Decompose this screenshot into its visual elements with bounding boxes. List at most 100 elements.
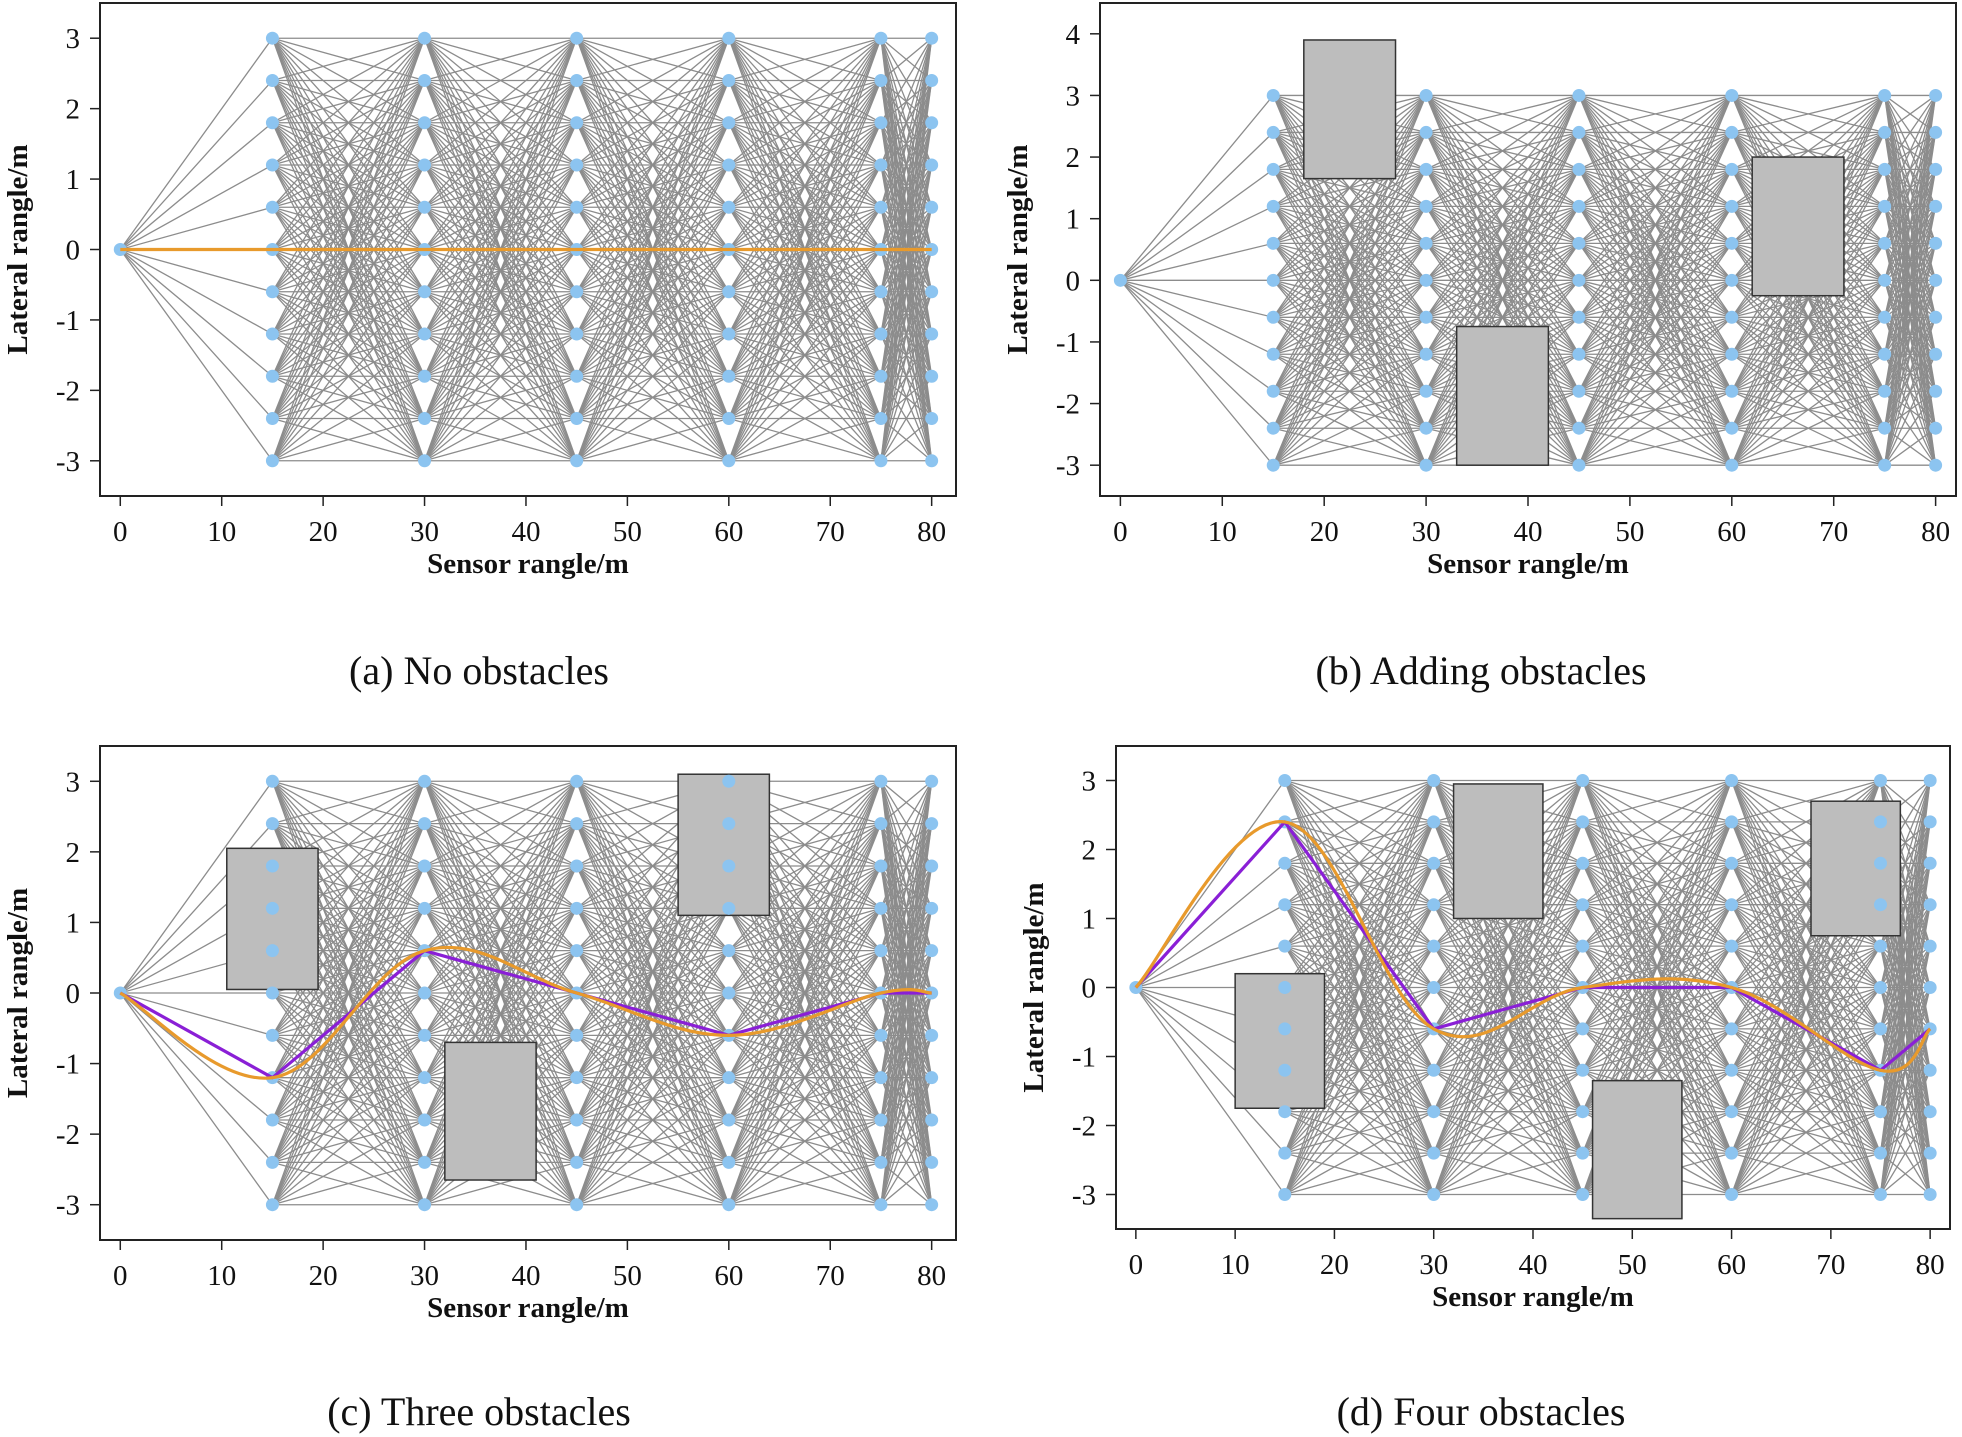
graph-node — [722, 986, 736, 1000]
graph-edge — [880, 781, 933, 951]
graph-edge — [576, 1077, 730, 1206]
graph-node — [1427, 1063, 1441, 1077]
graph-node — [874, 454, 888, 468]
graph-edge — [880, 823, 933, 1205]
graph-node — [1923, 1188, 1937, 1201]
graph-edge — [424, 249, 578, 462]
smoothed-path-line — [1134, 820, 1932, 1073]
x-tick-label: 40 — [511, 516, 540, 548]
x-tick-label: 80 — [917, 1260, 946, 1292]
graph-edge — [1425, 95, 1580, 355]
graph-edge — [1578, 206, 1733, 466]
graph-edge — [880, 38, 933, 335]
graph-node — [1427, 981, 1441, 994]
graph-node — [1923, 898, 1937, 912]
graph-edge — [728, 780, 882, 994]
graph-edge — [1578, 94, 1733, 207]
graph-edge — [424, 780, 577, 825]
graph-node — [722, 1071, 736, 1085]
graph-edge — [1884, 94, 1937, 133]
graph-edge — [728, 249, 882, 462]
graph-edge — [1119, 279, 1274, 466]
graph-node — [925, 116, 939, 130]
graph-node — [1878, 162, 1892, 176]
graph-edge — [1731, 987, 1882, 1195]
graph-edge — [880, 418, 933, 462]
x-tick-label: 10 — [207, 1260, 236, 1292]
graph-edge — [728, 80, 882, 462]
x-tick-label: 30 — [410, 516, 439, 548]
graph-node — [874, 285, 888, 299]
graph-node — [874, 327, 888, 341]
x-tick-label: 20 — [309, 1260, 338, 1292]
graph-edge — [728, 37, 882, 82]
graph-edge — [1731, 945, 1882, 1195]
graph-node — [1572, 310, 1586, 324]
graph-edge — [271, 80, 426, 462]
graph-node — [570, 285, 584, 299]
x-tick-label: 70 — [816, 1260, 845, 1292]
graph-node — [722, 116, 736, 130]
graph-node — [1278, 1063, 1292, 1077]
x-tick-label: 70 — [816, 516, 845, 548]
graph-edge — [423, 37, 578, 419]
obstacle — [1591, 1079, 1683, 1220]
graph-edge — [1433, 1028, 1584, 1195]
x-tick-label: 0 — [1129, 1249, 1144, 1281]
graph-edge — [271, 1034, 426, 1206]
graph-edge — [1284, 780, 1435, 988]
graph-node — [1278, 898, 1292, 912]
graph-node — [1419, 88, 1433, 102]
graph-edge — [1578, 390, 1733, 466]
x-tick-label: 50 — [613, 516, 642, 548]
graph-node — [265, 859, 279, 873]
y-axis-label: Lateral rangle/m — [1002, 144, 1034, 354]
graph-node — [570, 327, 584, 341]
graph-node — [1929, 458, 1943, 472]
graph-node — [1576, 898, 1590, 912]
graph-node — [1929, 384, 1943, 398]
y-tick-label: -1 — [56, 305, 80, 337]
graph-node — [1874, 898, 1887, 912]
graph-node — [1266, 199, 1280, 213]
y-tick-label: -3 — [56, 1190, 80, 1222]
y-tick-label: 0 — [66, 978, 81, 1010]
graph-node — [722, 1198, 736, 1212]
graph-edge — [880, 38, 933, 419]
graph-edge — [272, 375, 425, 462]
graph-edge — [1884, 95, 1937, 281]
graph-edge — [1272, 132, 1427, 466]
graph-edge — [1731, 427, 1885, 466]
graph-edge — [1879, 1028, 1931, 1195]
x-tick-label: 20 — [1320, 1249, 1349, 1281]
graph-edge — [423, 122, 578, 462]
graph-node — [418, 285, 432, 299]
graph-edge — [1884, 243, 1937, 466]
graph-node — [1725, 273, 1739, 287]
graph-edge — [880, 781, 933, 909]
graph-node — [1878, 236, 1892, 250]
graph-node — [1266, 421, 1280, 435]
x-tick-label: 40 — [511, 1260, 540, 1292]
graph-edge — [1272, 169, 1427, 466]
graph-node — [722, 454, 736, 468]
graph-edge — [728, 37, 882, 377]
graph-node — [1725, 1188, 1739, 1201]
graph-edge — [1272, 95, 1427, 318]
graph-edge — [272, 333, 425, 462]
graph-node — [570, 412, 584, 426]
graph-edge — [424, 780, 578, 909]
graph-edge — [576, 37, 730, 335]
graph-edge — [1879, 987, 1931, 1195]
graph-edge — [880, 781, 933, 1121]
graph-edge — [1272, 206, 1427, 466]
graph-node — [1923, 1146, 1937, 1160]
graph-node — [265, 158, 279, 172]
graph-edge — [1879, 945, 1931, 1195]
graph-node — [722, 285, 736, 299]
graph-node — [570, 158, 584, 172]
graph-edge — [119, 164, 273, 251]
graph-node — [570, 1028, 584, 1042]
